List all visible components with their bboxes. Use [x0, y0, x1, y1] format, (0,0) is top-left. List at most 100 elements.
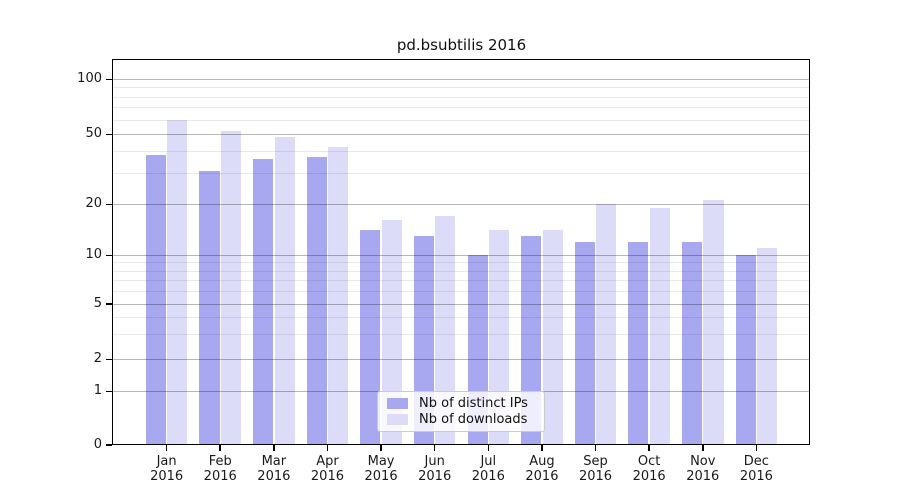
x-tick-label-jun: Jun 2016 [403, 454, 467, 484]
x-label-year: 2016 [364, 468, 398, 484]
legend-item-0: Nb of distinct IPs [387, 396, 535, 411]
x-tick-label-may: May 2016 [349, 454, 413, 484]
x-tick-sep [594, 445, 597, 451]
x-label-year: 2016 [632, 468, 666, 484]
y-tick-1 [106, 390, 112, 392]
x-label-year: 2016 [686, 468, 720, 484]
legend-label-0: Nb of distinct IPs [419, 396, 528, 411]
x-label-year: 2016 [471, 468, 505, 484]
y-tick-50 [106, 133, 112, 135]
gridline-minor-40 [113, 151, 810, 153]
bar-dec-s0 [735, 255, 756, 445]
gridline-major-50 [113, 134, 810, 135]
y-tick-label-5: 5 [93, 295, 102, 311]
x-tick-may [380, 445, 382, 451]
legend: Nb of distinct IPs Nb of downloads [377, 391, 545, 432]
x-tick-label-mar: Mar 2016 [242, 454, 306, 484]
gridline-major-2 [113, 359, 810, 360]
x-label-year: 2016 [310, 468, 344, 484]
x-tick-label-nov: Nov 2016 [671, 454, 735, 484]
x-tick-label-aug: Aug 2016 [510, 454, 574, 484]
x-tick-label-jan: Jan 2016 [135, 454, 199, 484]
x-label-month: Jan [156, 453, 177, 469]
bar-sep-s1 [596, 204, 617, 445]
y-tick-label-10: 10 [85, 247, 102, 262]
bar-apr-s1 [328, 147, 349, 445]
x-label-month: Mar [261, 453, 287, 469]
x-label-month: Jun [424, 453, 445, 469]
x-label-year: 2016 [525, 468, 559, 484]
axes-border [112, 59, 810, 445]
x-label-month: Dec [743, 453, 769, 469]
gridline-major-5 [113, 303, 810, 305]
x-tick-jul [487, 445, 490, 451]
x-label-month: Apr [316, 453, 339, 469]
gridline-minor-7 [113, 279, 810, 281]
gridline-minor-8 [113, 270, 810, 272]
legend-swatch-1 [387, 414, 408, 425]
y-tick-label-0: 0 [93, 436, 102, 452]
x-label-month: Jul [480, 453, 497, 469]
x-label-year: 2016 [578, 468, 613, 484]
x-tick-nov [702, 445, 704, 451]
bar-nov-s0 [682, 241, 703, 445]
gridline-major-20 [113, 204, 810, 205]
bar-mar-s1 [274, 137, 295, 445]
gridline-minor-60 [113, 119, 810, 121]
x-tick-label-sep: Sep 2016 [564, 454, 628, 484]
x-tick-jun [433, 445, 436, 451]
x-label-month: May [367, 453, 395, 469]
x-tick-label-dec: Dec 2016 [724, 454, 788, 484]
y-tick-100 [106, 78, 112, 80]
x-label-month: Sep [583, 453, 608, 469]
bar-aug-s1 [542, 230, 563, 445]
y-tick-label-100: 100 [77, 71, 102, 86]
y-tick-label-50: 50 [85, 126, 102, 141]
x-label-year: 2016 [739, 468, 773, 484]
gridline-major-10 [113, 255, 810, 256]
bar-oct-s1 [649, 207, 670, 445]
gridline-minor-80 [113, 96, 810, 98]
y-tick-2 [106, 358, 112, 360]
bar-sep-s0 [574, 241, 595, 445]
x-tick-mar [273, 445, 275, 451]
gridline-minor-6 [113, 290, 810, 292]
x-label-year: 2016 [418, 468, 452, 484]
x-label-month: Feb [208, 453, 232, 469]
gridline-minor-70 [113, 107, 810, 109]
x-tick-feb [219, 445, 221, 451]
y-tick-0 [106, 444, 112, 446]
x-label-month: Nov [690, 453, 716, 469]
bar-may-s1 [381, 220, 402, 445]
x-tick-aug [541, 445, 543, 451]
bar-jul-s1 [489, 230, 510, 445]
bar-feb-s0 [199, 170, 220, 445]
gridline-minor-4 [113, 317, 810, 319]
bar-may-s0 [360, 230, 381, 445]
x-tick-oct [648, 445, 650, 451]
bar-mar-s0 [253, 159, 274, 445]
x-tick-jan [165, 445, 168, 451]
bar-dec-s1 [757, 247, 778, 445]
bar-apr-s0 [306, 157, 327, 445]
y-tick-label-1: 1 [93, 383, 102, 398]
x-label-month: Aug [529, 453, 555, 469]
x-tick-label-oct: Oct 2016 [617, 454, 681, 484]
x-tick-apr [326, 445, 329, 451]
x-label-year: 2016 [203, 468, 237, 484]
bar-jan-s0 [145, 154, 166, 445]
x-tick-label-feb: Feb 2016 [188, 454, 252, 484]
gridline-minor-9 [113, 262, 810, 264]
x-label-year: 2016 [150, 468, 184, 484]
y-tick-label-2: 2 [93, 351, 102, 366]
gridline-major-100 [113, 79, 810, 80]
x-tick-label-apr: Apr 2016 [295, 454, 359, 484]
y-tick-10 [106, 254, 112, 256]
legend-label-1: Nb of downloads [419, 412, 528, 427]
y-tick-20 [106, 203, 112, 205]
bar-feb-s1 [220, 130, 241, 445]
bar-jun-s1 [435, 215, 456, 445]
gridlines-layer [113, 60, 810, 445]
x-tick-label-jul: Jul 2016 [456, 454, 520, 484]
